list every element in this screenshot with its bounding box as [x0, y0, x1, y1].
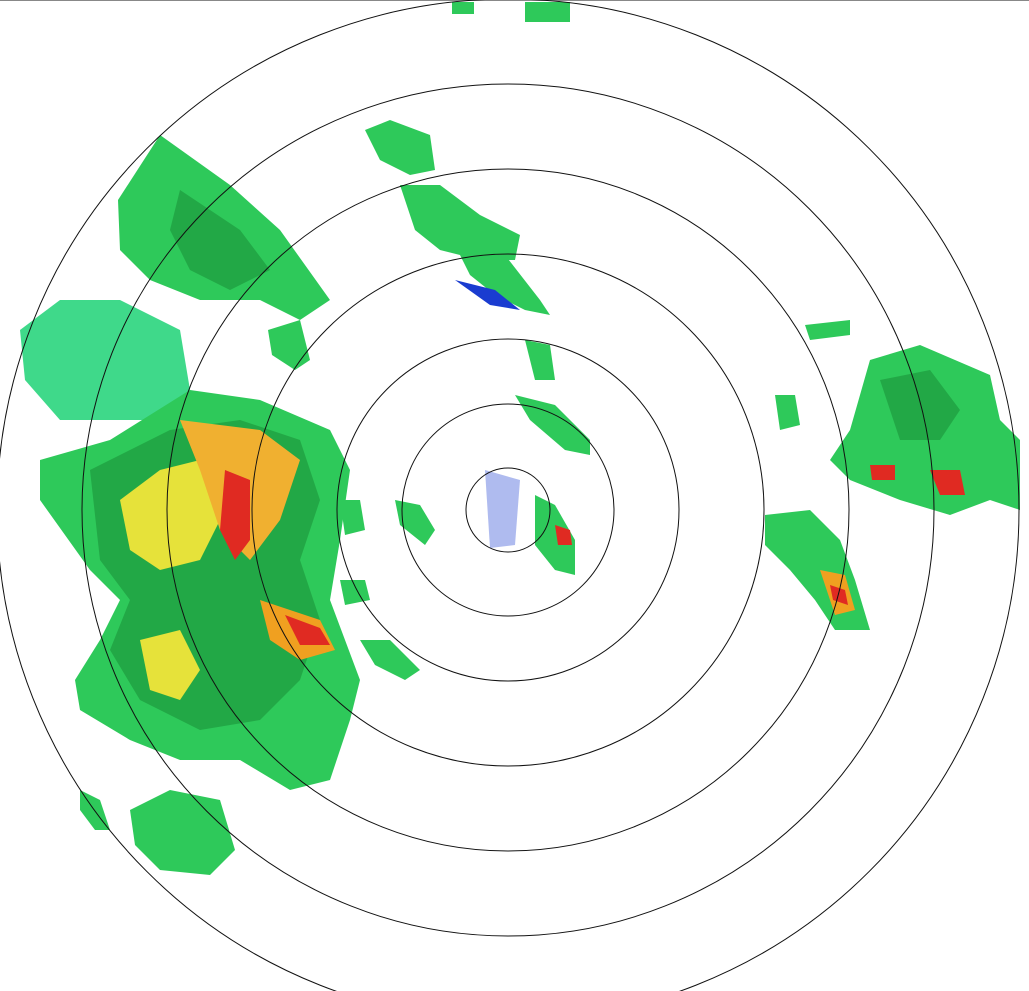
echo-red	[830, 585, 848, 605]
echo-green	[400, 185, 520, 260]
echo-blue	[485, 470, 520, 548]
echo-blue	[455, 280, 520, 310]
echo-red	[555, 525, 572, 545]
echo-green	[340, 500, 365, 535]
range-ring	[401, 403, 615, 617]
echo-green	[535, 495, 575, 575]
echo-green	[340, 580, 370, 605]
echo-yellow	[140, 630, 200, 700]
echo-green	[395, 500, 435, 545]
echo-red	[285, 615, 330, 645]
echo-red	[930, 470, 965, 495]
echo-green	[525, 340, 555, 380]
echo-cyan-green	[20, 300, 190, 420]
echo-green	[460, 255, 550, 315]
echo-red	[870, 465, 895, 480]
echo-dark-green	[170, 190, 270, 290]
range-ring	[81, 83, 935, 937]
echo-green	[130, 790, 235, 875]
echo-green	[365, 120, 435, 175]
echo-green	[452, 2, 474, 14]
range-ring	[336, 338, 680, 682]
range-ring	[166, 168, 850, 852]
echo-red	[220, 470, 250, 560]
echo-green	[268, 320, 310, 370]
echo-yellow	[120, 460, 230, 570]
echo-dark-green	[880, 370, 960, 440]
echo-green	[775, 395, 800, 430]
echo-green	[805, 320, 850, 340]
echo-green	[525, 2, 570, 22]
echo-green	[360, 640, 420, 680]
echo-green	[515, 395, 590, 455]
range-ring	[251, 253, 765, 767]
range-ring	[465, 467, 551, 553]
